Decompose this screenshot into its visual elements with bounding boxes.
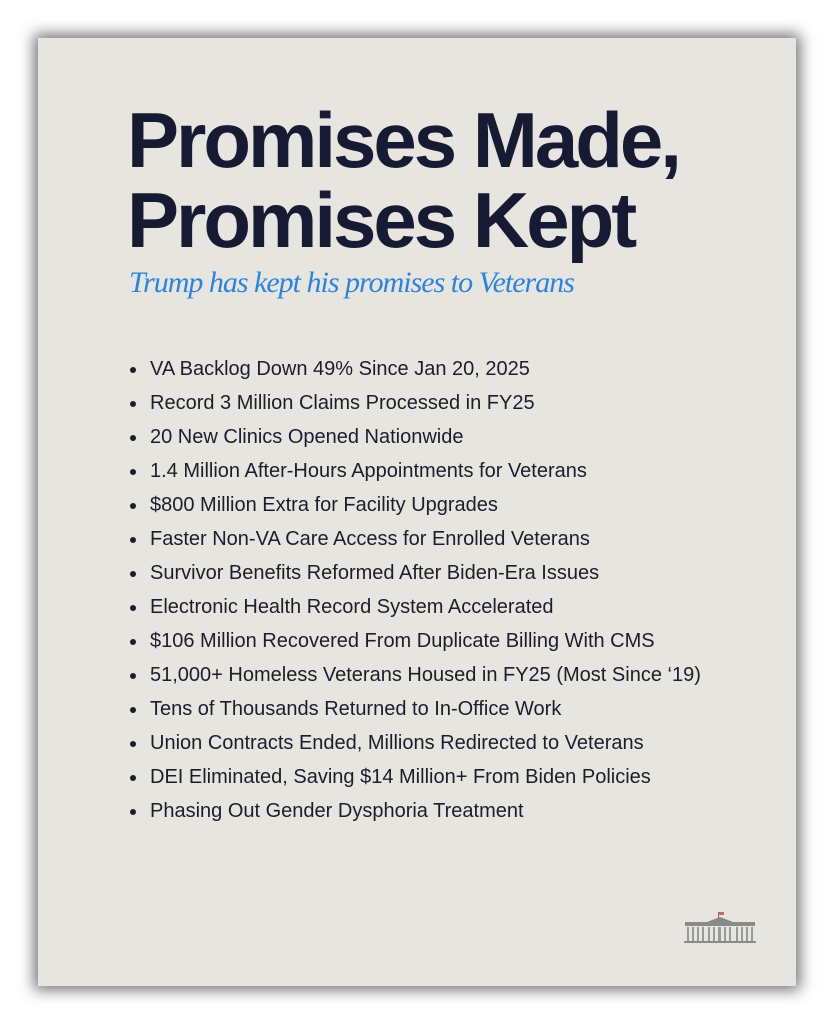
bullet-icon — [130, 571, 136, 577]
bullet-icon — [130, 775, 136, 781]
list-item: Union Contracts Ended, Millions Redirect… — [130, 730, 701, 764]
list-item: $106 Million Recovered From Duplicate Bi… — [130, 628, 701, 662]
list-item: $800 Million Extra for Facility Upgrades — [130, 492, 701, 526]
bullet-icon — [130, 469, 136, 475]
bullet-icon — [130, 605, 136, 611]
promo-card: Promises Made, Promises Kept Trump has k… — [38, 38, 796, 986]
list-item: Record 3 Million Claims Processed in FY2… — [130, 390, 701, 424]
list-item: Tens of Thousands Returned to In-Office … — [130, 696, 701, 730]
promises-list: VA Backlog Down 49% Since Jan 20, 2025 Re… — [130, 356, 701, 832]
bullet-icon — [130, 401, 136, 407]
list-item: 1.4 Million After-Hours Appointments for… — [130, 458, 701, 492]
list-item-text: Union Contracts Ended, Millions Redirect… — [150, 732, 644, 754]
list-item-text: DEI Eliminated, Saving $14 Million+ From… — [150, 766, 651, 788]
list-item-text: 1.4 Million After-Hours Appointments for… — [150, 460, 587, 482]
subtitle: Trump has kept his promises to Veterans — [129, 266, 575, 299]
list-item-text: VA Backlog Down 49% Since Jan 20, 2025 — [150, 358, 530, 380]
list-item: DEI Eliminated, Saving $14 Million+ From… — [130, 764, 701, 798]
list-item-text: Record 3 Million Claims Processed in FY2… — [150, 392, 535, 414]
list-item: 20 New Clinics Opened Nationwide — [130, 424, 701, 458]
list-item: Phasing Out Gender Dysphoria Treatment — [130, 798, 701, 832]
list-item-text: 51,000+ Homeless Veterans Housed in FY25… — [150, 664, 701, 686]
headline-line-1: Promises Made, — [127, 96, 682, 184]
list-item-text: 20 New Clinics Opened Nationwide — [150, 426, 464, 448]
list-item: 51,000+ Homeless Veterans Housed in FY25… — [130, 662, 701, 696]
list-item-text: Electronic Health Record System Accelera… — [150, 596, 554, 618]
bullet-icon — [130, 639, 136, 645]
bullet-icon — [130, 673, 136, 679]
list-item: Electronic Health Record System Accelera… — [130, 594, 701, 628]
list-item-text: $800 Million Extra for Facility Upgrades — [150, 494, 498, 516]
list-item: Faster Non-VA Care Access for Enrolled V… — [130, 526, 701, 560]
list-item-text: Faster Non-VA Care Access for Enrolled V… — [150, 528, 590, 550]
headline-line-2: Promises Kept — [127, 176, 637, 264]
bullet-icon — [130, 809, 136, 815]
bullet-icon — [130, 537, 136, 543]
list-item-text: $106 Million Recovered From Duplicate Bi… — [150, 630, 655, 652]
list-item-text: Survivor Benefits Reformed After Biden-E… — [150, 562, 600, 584]
bullet-icon — [130, 707, 136, 713]
bullet-icon — [130, 435, 136, 441]
list-item-text: Tens of Thousands Returned to In-Office … — [150, 698, 562, 720]
headline: Promises Made, Promises Kept — [127, 100, 682, 260]
list-item-text: Phasing Out Gender Dysphoria Treatment — [150, 800, 524, 822]
white-house-icon — [684, 912, 756, 943]
list-item: Survivor Benefits Reformed After Biden-E… — [130, 560, 701, 594]
bullet-icon — [130, 741, 136, 747]
bullet-icon — [130, 503, 136, 509]
bullet-icon — [130, 367, 136, 373]
list-item: VA Backlog Down 49% Since Jan 20, 2025 — [130, 356, 701, 390]
